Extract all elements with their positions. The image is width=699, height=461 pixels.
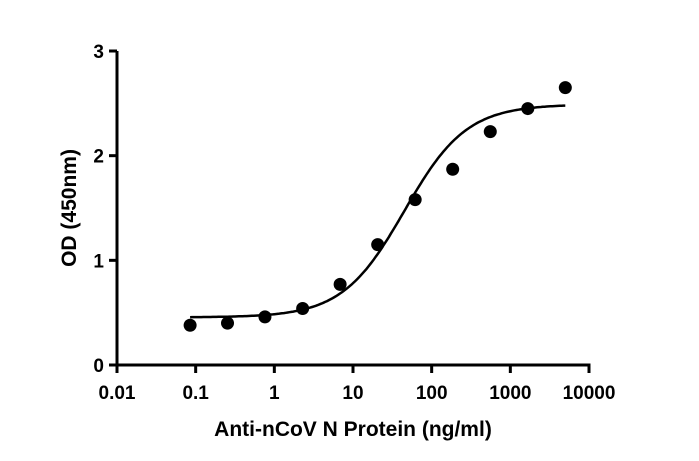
x-tick-label: 100 [416, 383, 448, 404]
y-tick-label: 1 [93, 251, 104, 272]
data-point [333, 277, 347, 291]
data-point [446, 162, 460, 176]
data-point [183, 318, 197, 332]
data-point [408, 193, 422, 207]
x-axis-label: Anti-nCoV N Protein (ng/ml) [214, 418, 492, 441]
y-ticks: 0 1 2 3 [93, 42, 117, 377]
x-ticks: 0.01 0.1 1 10 100 1000 10000 [99, 365, 616, 404]
data-point [258, 310, 272, 324]
data-points [183, 81, 572, 332]
data-point [483, 125, 497, 139]
x-tick-label: 10000 [563, 383, 616, 404]
y-axis-label: OD (450nm) [58, 149, 81, 267]
x-tick-label: 0.01 [99, 383, 136, 404]
data-point [296, 301, 310, 315]
data-point [221, 316, 235, 330]
x-tick-label: 1000 [489, 383, 531, 404]
data-point [558, 81, 572, 95]
fit-curve [190, 104, 566, 319]
y-tick-label: 2 [93, 147, 104, 168]
x-tick-label: 1 [269, 383, 280, 404]
y-tick-label: 0 [93, 356, 104, 377]
data-point [371, 238, 385, 252]
axes [115, 51, 591, 367]
x-tick-label: 0.1 [182, 383, 209, 404]
x-tick-label: 10 [342, 383, 363, 404]
data-point [521, 102, 535, 116]
y-tick-label: 3 [93, 42, 104, 63]
